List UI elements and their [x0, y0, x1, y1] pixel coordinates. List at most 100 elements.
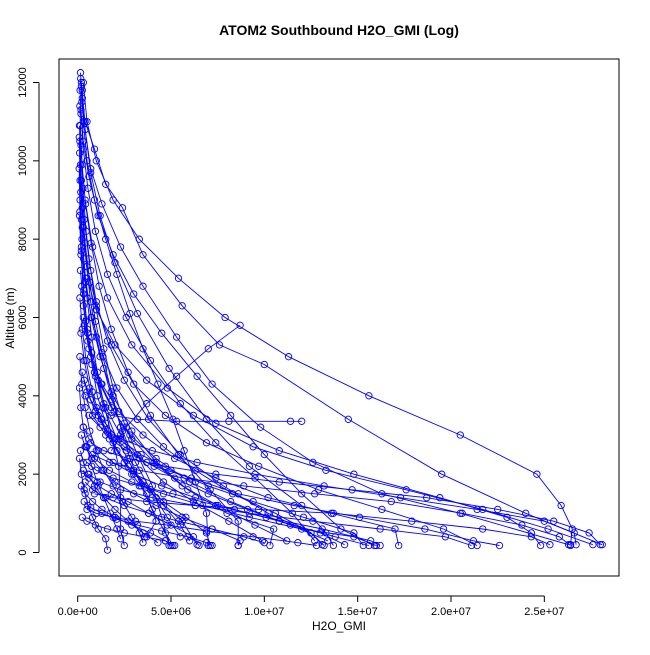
data-point [402, 486, 410, 494]
data-point [96, 212, 104, 220]
data-point [172, 372, 181, 380]
data-point [76, 86, 84, 94]
series-line [88, 473, 472, 546]
data-point [91, 521, 100, 529]
data-point [169, 415, 177, 423]
data-point [78, 380, 86, 388]
x-tick-label: 0.0e+00 [58, 606, 98, 618]
data-point [88, 486, 97, 494]
data-point [113, 384, 121, 392]
data-point [288, 509, 296, 517]
data-point [88, 462, 96, 470]
data-point [86, 427, 94, 435]
data-point [161, 462, 170, 470]
data-point [143, 458, 151, 467]
data-point [102, 431, 110, 439]
series-line [80, 109, 316, 542]
data-point [91, 227, 100, 235]
data-point [255, 505, 263, 514]
series-profile-37 [85, 470, 476, 550]
data-point [236, 537, 244, 545]
x-tick-label: 2.5e+07 [524, 606, 564, 618]
series-line [80, 82, 209, 546]
data-point [76, 121, 84, 130]
data-point [439, 525, 448, 533]
data-point [172, 333, 181, 341]
series-line [79, 141, 323, 546]
data-point [479, 525, 487, 533]
data-point [88, 450, 97, 459]
data-point [92, 306, 100, 314]
data-point [137, 450, 145, 459]
data-point [212, 470, 220, 478]
series-line [84, 395, 500, 546]
data-point [240, 533, 248, 541]
data-point [78, 235, 86, 243]
data-point [81, 196, 89, 204]
data-point [146, 411, 155, 420]
data-point [83, 505, 91, 514]
data-point [83, 458, 91, 467]
data-point [150, 462, 158, 470]
data-point [298, 417, 306, 425]
series-line [79, 90, 375, 546]
data-point [100, 403, 108, 412]
data-point [355, 513, 364, 521]
series-line [79, 215, 198, 545]
data-point [92, 447, 100, 455]
data-point [98, 349, 106, 357]
data-point [77, 78, 86, 87]
data-point [116, 486, 125, 494]
series-profile-50 [80, 376, 367, 550]
series-line [86, 462, 381, 546]
series-profile-32 [87, 439, 604, 549]
data-point [77, 188, 85, 196]
data-point [555, 533, 563, 541]
data-point [312, 541, 321, 550]
data-point [344, 415, 352, 423]
data-point [180, 474, 188, 482]
data-point [367, 537, 375, 545]
data-point [76, 69, 85, 77]
data-point [120, 458, 128, 467]
data-point [550, 517, 558, 525]
data-point [102, 403, 110, 412]
data-point [85, 172, 93, 181]
data-point [527, 533, 535, 541]
data-point [81, 403, 89, 412]
data-point [135, 482, 143, 490]
data-point [596, 541, 604, 549]
series-line [79, 387, 122, 539]
series-line [79, 105, 170, 546]
data-point [176, 533, 184, 541]
data-point [122, 423, 130, 431]
data-point [109, 392, 117, 400]
data-point [135, 235, 143, 243]
data-point [107, 447, 115, 455]
data-point [298, 490, 306, 498]
data-point [152, 454, 160, 463]
series-line [80, 246, 325, 546]
data-point [131, 458, 140, 467]
series-line [79, 297, 191, 542]
data-point [78, 513, 86, 521]
data-point [80, 376, 88, 384]
data-point [100, 494, 108, 502]
data-point [94, 376, 102, 384]
data-point [95, 282, 103, 290]
data-point [178, 482, 186, 490]
data-point [88, 243, 97, 251]
series-profile-41 [75, 454, 112, 554]
series-line [80, 78, 569, 546]
data-point [87, 353, 95, 361]
data-point [135, 529, 143, 537]
data-point [105, 458, 114, 467]
data-point [540, 517, 548, 525]
data-point [122, 313, 130, 322]
data-point [408, 517, 416, 525]
data-point [165, 364, 173, 373]
data-point [299, 513, 308, 521]
data-point [82, 356, 90, 365]
series-line [83, 380, 364, 546]
